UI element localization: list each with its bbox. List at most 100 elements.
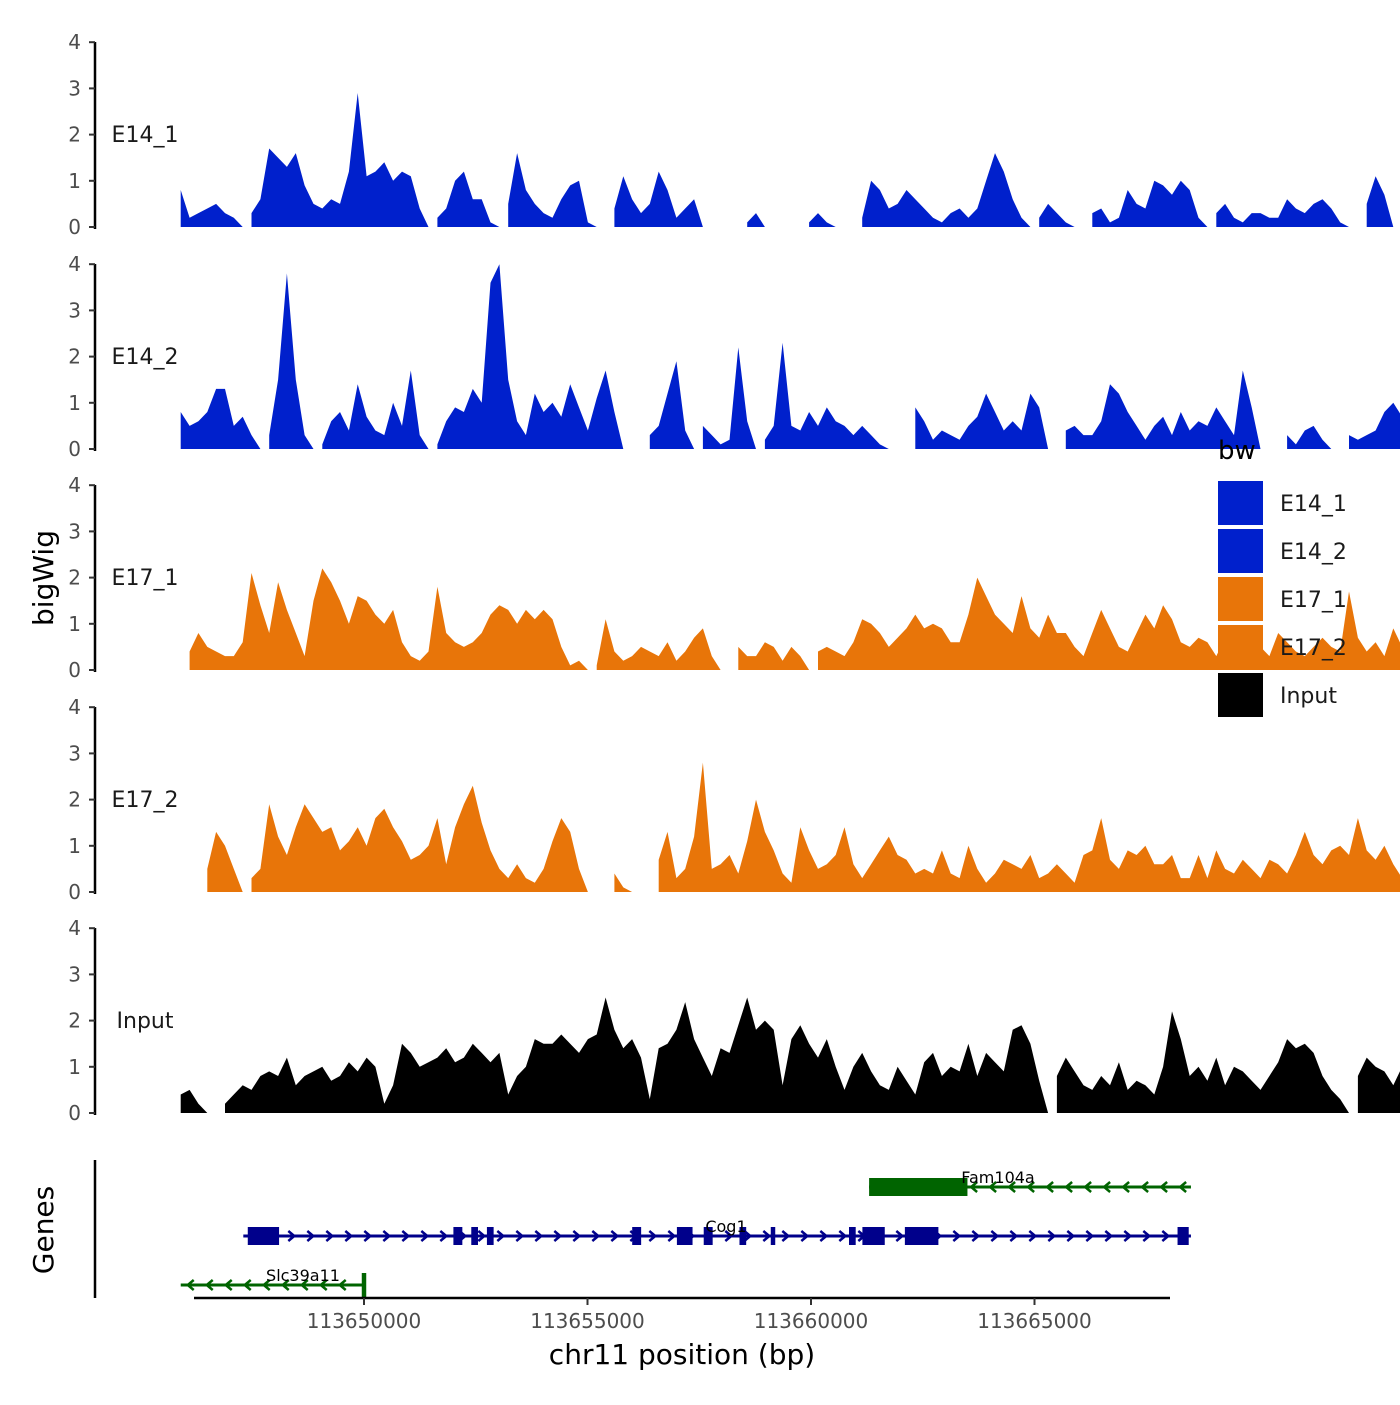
legend-swatch [1218,673,1263,717]
strand-arrow [553,1230,563,1242]
legend-swatch [1218,625,1263,669]
strand-arrow [990,1230,1000,1242]
strand-arrow [382,1230,392,1242]
strand-arrow [325,1230,335,1242]
y-tick-label: 0 [68,880,81,904]
y-tick-label: 4 [68,473,81,497]
exon-block [848,1227,856,1245]
y-tick-label: 3 [68,298,81,322]
track-e14-2: 0 1 2 3 4 E14_2 [68,252,1400,461]
x-tick-label: 113660000 [754,1309,869,1333]
strand-arrow [819,1230,829,1242]
strand-arrow [1028,1230,1038,1242]
strand-arrow [610,1230,620,1242]
y-tick-label: 4 [68,30,81,54]
gene-label: Cog1 [705,1217,746,1236]
strand-arrow [496,1230,506,1242]
strand-arrow [988,1181,997,1193]
strand-arrow [1026,1181,1035,1193]
strand-arrow [477,1230,487,1242]
strand-arrow [344,1230,354,1242]
y-tick-label: 3 [68,962,81,986]
y-tick-label: 4 [68,695,81,719]
gene-slc39a11: Slc39a11 [180,1266,367,1297]
strand-arrow [1085,1230,1095,1242]
y-tick-label: 0 [68,437,81,461]
exon-block [1177,1227,1189,1245]
strand-arrow [1121,1181,1130,1193]
strand-arrow [363,1230,373,1242]
gene-track-title: Genes [27,1186,60,1274]
exon-block [471,1227,478,1245]
y-axis-title: bigWig [27,530,60,626]
panel-label: E14_2 [112,345,179,370]
legend-swatch [1218,577,1263,621]
strand-arrow [306,1230,316,1242]
strand-arrow [762,1230,772,1242]
exon-block [632,1227,642,1245]
strand-arrow [648,1230,658,1242]
strand-arrow [1066,1230,1076,1242]
strand-arrow [204,1279,214,1291]
strand-arrow [1007,1181,1016,1193]
signal-area-input [180,997,1400,1113]
gene-track: Fam104a Cog1 Slc39a11 [93,1160,1191,1298]
strand-arrow [1178,1181,1187,1193]
legend-swatch [1218,529,1263,573]
strand-arrow [1140,1181,1149,1193]
y-tick-label: 1 [68,391,81,415]
y-tick-label: 1 [68,169,81,193]
strand-arrow [280,1279,290,1291]
signal-area-e14-1 [180,93,1394,227]
legend: bw E14_1 E14_2 E17_1 E17_2 Input [1218,436,1347,717]
legend-label: Input [1280,684,1337,709]
strand-arrow [1123,1230,1133,1242]
strand-arrow [971,1230,981,1242]
legend-title: bw [1218,436,1256,466]
gene-label: Slc39a11 [266,1266,340,1285]
exon-block [453,1227,463,1245]
strand-arrow [591,1230,601,1242]
exon-block [361,1273,367,1297]
strand-arrow [1045,1181,1054,1193]
y-tick-label: 0 [68,215,81,239]
strand-arrow [261,1279,271,1291]
strand-arrow [185,1279,195,1291]
strand-arrow [667,1230,677,1242]
strand-arrow [534,1230,544,1242]
panel-label: Input [117,1009,174,1034]
track-e17-1: 0 1 2 3 4 E17_1 [68,473,1400,682]
y-tick-label: 3 [68,741,81,765]
exon-block [739,1227,747,1245]
strand-arrow [401,1230,411,1242]
track-e17-2: 0 1 2 3 4 E17_2 [68,695,1400,904]
strand-arrow [895,1230,905,1242]
y-tick-label: 2 [68,123,81,147]
strand-arrow [1159,1181,1168,1193]
x-axis: 113650000 113655000 113660000 113665000 [194,1296,1170,1333]
x-axis-title: chr11 position (bp) [549,1338,815,1371]
strand-arrow [287,1230,297,1242]
exon-block [703,1227,713,1245]
y-tick-label: 1 [68,1055,81,1079]
legend-label: E17_1 [1280,588,1347,613]
y-tick-label: 0 [68,1101,81,1125]
gene-fam104a: Fam104a [869,1168,1191,1196]
y-tick-label: 4 [68,916,81,940]
strand-arrow [242,1279,252,1291]
strand-arrow [969,1181,978,1193]
panel-label: E17_1 [112,566,179,591]
strand-arrow [318,1279,328,1291]
signal-area-e17-1 [189,568,1400,670]
strand-arrow [223,1279,233,1291]
y-tick-label: 2 [68,566,81,590]
y-tick-label: 1 [68,612,81,636]
strand-arrow [420,1230,430,1242]
strand-arrow [743,1230,753,1242]
gene-cog1: Cog1 [243,1217,1191,1245]
y-tick-label: 4 [68,252,81,276]
strand-arrow [1161,1230,1171,1242]
strand-arrow [781,1230,791,1242]
strand-arrow [838,1230,848,1242]
